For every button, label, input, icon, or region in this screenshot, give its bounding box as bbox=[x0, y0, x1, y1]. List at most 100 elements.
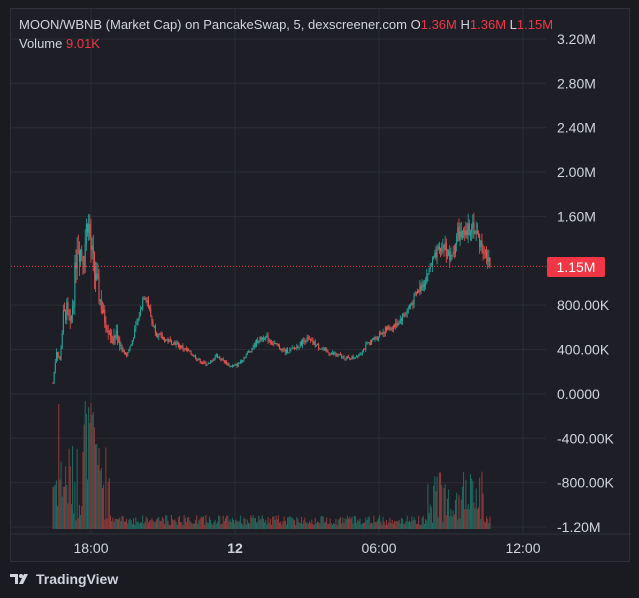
volume-bar bbox=[338, 518, 340, 529]
volume-bar bbox=[181, 522, 183, 529]
candle-body bbox=[213, 359, 215, 361]
volume-bar bbox=[214, 519, 216, 529]
candle-body bbox=[335, 353, 337, 355]
candle-body bbox=[82, 256, 84, 264]
candle-body bbox=[64, 309, 65, 311]
volume-bar bbox=[403, 523, 405, 529]
volume-bar bbox=[299, 522, 301, 529]
y-tick-label: 0.0000 bbox=[557, 386, 600, 402]
candle-body bbox=[482, 248, 484, 253]
volume-bar bbox=[292, 519, 294, 529]
candle-body bbox=[374, 337, 376, 340]
volume-bar bbox=[465, 479, 467, 529]
candle-body bbox=[353, 358, 355, 360]
candle-body bbox=[98, 277, 100, 301]
volume-bar bbox=[138, 523, 140, 529]
candle-body bbox=[472, 222, 474, 229]
open-value: 1.36M bbox=[420, 17, 457, 32]
candle-body bbox=[266, 335, 268, 337]
volume-bar bbox=[418, 515, 420, 529]
chart-frame[interactable]: 3.20M 2.80M 2.40M 2.00M 1.60M 800.00K 400.00K 0… bbox=[10, 8, 631, 563]
volume-bar bbox=[142, 515, 144, 529]
candle-body bbox=[444, 242, 446, 250]
candle-body bbox=[313, 341, 315, 344]
volume-bar bbox=[406, 515, 408, 529]
volume-bar bbox=[442, 522, 444, 529]
candle-body bbox=[469, 232, 471, 235]
candle-body bbox=[297, 346, 299, 348]
volume-bar bbox=[207, 522, 209, 529]
volume-bar bbox=[134, 524, 136, 529]
candle-body bbox=[320, 348, 322, 350]
volume-bar bbox=[471, 478, 473, 529]
x-tick-label: 06:00 bbox=[361, 540, 396, 556]
candle-body bbox=[156, 333, 157, 336]
volume-bar bbox=[154, 521, 156, 529]
candle-body bbox=[144, 298, 146, 300]
volume-bar bbox=[469, 474, 471, 529]
chart-plot[interactable]: 3.20M 2.80M 2.40M 2.00M 1.60M 800.00K 400.00K 0… bbox=[11, 9, 631, 563]
volume-bar bbox=[137, 521, 139, 529]
volume-bar bbox=[390, 523, 392, 529]
volume-bar bbox=[365, 517, 367, 529]
volume-bar bbox=[126, 518, 128, 529]
volume-bar bbox=[434, 476, 436, 529]
candle-body bbox=[399, 318, 401, 324]
candle-body bbox=[119, 339, 121, 346]
candle-body bbox=[198, 358, 200, 360]
candle-body bbox=[446, 255, 448, 257]
volume-bar bbox=[387, 524, 389, 529]
low-value: 1.15M bbox=[516, 17, 554, 32]
candle-body bbox=[248, 351, 249, 353]
candle-body bbox=[333, 352, 335, 355]
candle-body bbox=[288, 352, 290, 354]
candle-body bbox=[214, 356, 216, 360]
candle-body bbox=[62, 309, 64, 334]
candle-body bbox=[325, 348, 327, 350]
volume-bar bbox=[170, 515, 172, 529]
y-tick-label: -1.20M bbox=[557, 519, 601, 535]
candle-body bbox=[181, 345, 183, 348]
volume-bar bbox=[135, 517, 137, 529]
candle-body bbox=[425, 281, 427, 284]
volume-bar bbox=[302, 523, 304, 529]
volume-bar bbox=[318, 522, 320, 529]
volume-bar bbox=[53, 486, 55, 529]
candle-body bbox=[206, 364, 208, 366]
candle-body bbox=[464, 230, 466, 236]
volume-bar bbox=[429, 504, 431, 529]
volume-bar bbox=[147, 522, 149, 529]
volume-bar bbox=[432, 522, 433, 529]
volume-bar bbox=[118, 519, 120, 529]
candle-body bbox=[73, 304, 75, 308]
candle-body bbox=[488, 257, 490, 262]
volume-bar bbox=[256, 522, 258, 529]
volume-bar bbox=[476, 509, 478, 529]
volume-bar bbox=[259, 519, 261, 529]
volume-bar bbox=[262, 518, 264, 529]
tradingview-branding[interactable]: TradingView bbox=[10, 571, 118, 587]
candle-body bbox=[372, 338, 374, 340]
volume-bar bbox=[128, 519, 130, 529]
candle-body bbox=[168, 339, 170, 343]
candle-body bbox=[440, 248, 442, 252]
volume-bar bbox=[290, 517, 292, 529]
candle-body bbox=[91, 245, 93, 250]
volume-bar bbox=[269, 518, 271, 529]
volume-bar bbox=[384, 524, 386, 529]
last-price-tag: 1.15M bbox=[547, 257, 605, 277]
candle-body bbox=[161, 335, 163, 340]
volume-bar bbox=[383, 521, 385, 529]
volume-bar bbox=[280, 521, 282, 529]
candle-body bbox=[459, 231, 461, 241]
volume-bar bbox=[253, 518, 255, 529]
volume-bar bbox=[208, 516, 210, 529]
candle-body bbox=[146, 300, 148, 302]
volume-bar bbox=[243, 517, 245, 529]
y-tick-label: 1.60M bbox=[557, 208, 596, 224]
volume-bar bbox=[445, 515, 447, 529]
candle-body bbox=[411, 303, 413, 305]
candle-body bbox=[484, 250, 486, 253]
candle-body bbox=[273, 343, 275, 345]
candle-body bbox=[352, 356, 354, 359]
